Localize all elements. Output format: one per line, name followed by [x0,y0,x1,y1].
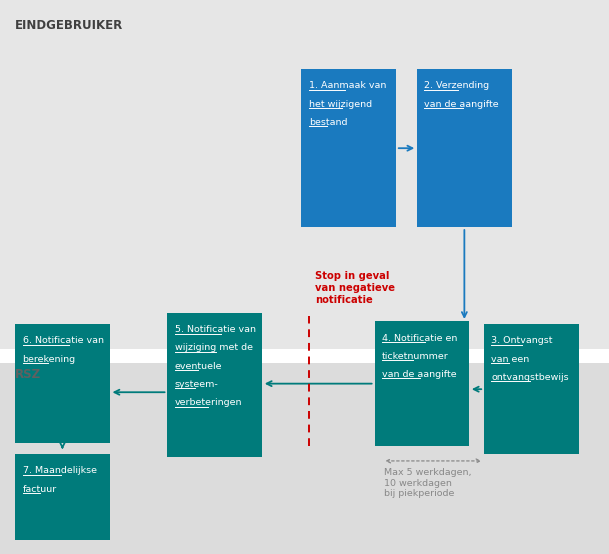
Text: 7. Maandelijkse: 7. Maandelijkse [23,466,97,475]
Text: berekening: berekening [23,355,76,363]
Text: eventuele: eventuele [175,362,222,371]
Bar [0,0,609,349]
Bar [15,454,110,540]
Text: ontvangstbewijs: ontvangstbewijs [491,373,569,382]
Text: wijziging met de: wijziging met de [175,343,253,352]
Text: 2. Verzending: 2. Verzending [424,81,490,90]
Text: van de aangifte: van de aangifte [382,370,457,379]
Text: Max 5 werkdagen,
10 werkdagen
bij piekperiode: Max 5 werkdagen, 10 werkdagen bij piekpe… [384,468,471,498]
Text: factuur: factuur [23,485,57,494]
Text: RSZ: RSZ [15,368,41,381]
Bar [301,69,396,227]
Text: systeem-: systeem- [175,380,219,389]
Text: 6. Notificatie van: 6. Notificatie van [23,336,104,345]
Text: 4. Notificatie en: 4. Notificatie en [382,334,457,342]
Text: het wijzigend: het wijzigend [309,100,372,109]
Text: van een: van een [491,355,530,363]
Text: van de aangifte: van de aangifte [424,100,499,109]
Bar [167,313,262,457]
Text: ticketnummer: ticketnummer [382,352,449,361]
Text: bestand: bestand [309,118,347,127]
Text: Stop in geval
van negatieve
notificatie: Stop in geval van negatieve notificatie [315,271,395,305]
Bar [0,363,609,554]
Text: 1. Aanmaak van: 1. Aanmaak van [309,81,386,90]
Bar [375,321,469,446]
Bar [0,349,609,363]
Text: verbeteringen: verbeteringen [175,398,242,407]
Text: 5. Notificatie van: 5. Notificatie van [175,325,256,334]
Bar [417,69,512,227]
Bar [15,324,110,443]
Bar [484,324,579,454]
Text: EINDGEBRUIKER: EINDGEBRUIKER [15,19,124,32]
Text: 3. Ontvangst: 3. Ontvangst [491,336,553,345]
